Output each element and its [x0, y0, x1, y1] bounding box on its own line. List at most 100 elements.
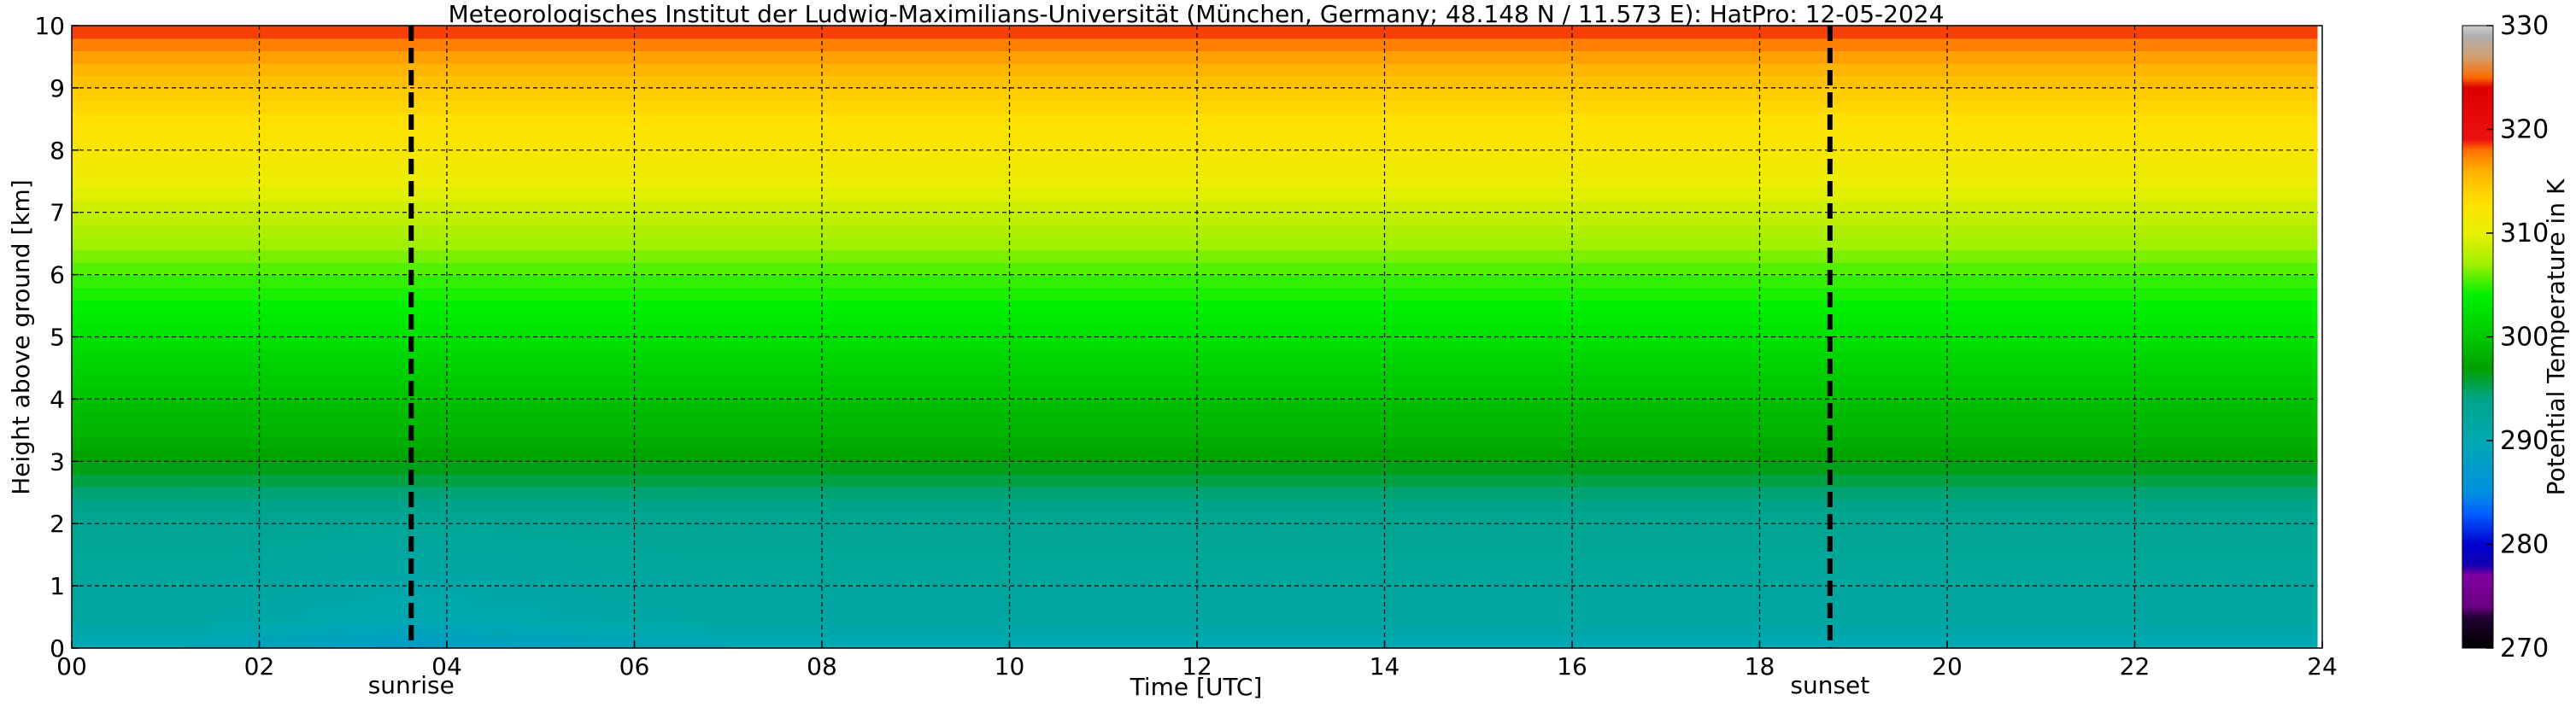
heatmap-cell — [1592, 113, 1617, 126]
heatmap-cell — [1756, 175, 1781, 189]
heatmap-cell — [1311, 212, 1336, 226]
heatmap-cell — [1405, 448, 1429, 463]
heatmap-cell — [2083, 137, 2108, 151]
heatmap-cell — [726, 361, 751, 376]
heatmap-cell — [633, 175, 658, 189]
heatmap-cell — [2060, 486, 2085, 500]
heatmap-cell — [118, 473, 143, 488]
heatmap-cell — [1546, 312, 1570, 325]
heatmap-cell — [1920, 399, 1945, 412]
heatmap-cell — [2130, 635, 2155, 648]
heatmap-cell — [165, 287, 190, 301]
heatmap-cell — [820, 412, 845, 425]
heatmap-cell — [282, 461, 307, 475]
heatmap-cell — [212, 149, 237, 164]
heatmap-cell — [516, 361, 541, 376]
heatmap-cell — [890, 75, 915, 89]
heatmap-cell — [1756, 548, 1781, 562]
heatmap-cell — [352, 473, 377, 488]
heatmap-cell — [1030, 125, 1055, 138]
heatmap-cell — [983, 361, 1008, 376]
heatmap-cell — [1662, 349, 1687, 363]
heatmap-cell — [539, 125, 564, 138]
heatmap-cell — [1546, 461, 1570, 475]
heatmap-cell — [2224, 511, 2249, 524]
heatmap-cell — [259, 399, 284, 412]
heatmap-cell — [1007, 535, 1032, 550]
heatmap-cell — [1990, 511, 2015, 524]
heatmap-cell — [2083, 225, 2108, 238]
heatmap-cell — [866, 336, 892, 350]
heatmap-cell — [913, 448, 938, 463]
heatmap-cell — [446, 461, 471, 475]
heatmap-cell — [1592, 622, 1617, 637]
heatmap-cell — [352, 611, 377, 624]
heatmap-cell — [1429, 262, 1453, 276]
heatmap-cell — [679, 324, 705, 338]
heatmap-cell — [95, 399, 120, 412]
heatmap-cell — [2270, 560, 2295, 575]
heatmap-cell — [539, 511, 564, 524]
heatmap-cell — [118, 62, 143, 77]
heatmap-cell — [1616, 125, 1640, 138]
heatmap-cell — [212, 75, 237, 89]
heatmap-cell — [2200, 448, 2225, 463]
heatmap-cell — [305, 523, 330, 537]
heatmap-cell — [1335, 448, 1359, 463]
heatmap-cell — [446, 511, 471, 524]
heatmap-cell — [2224, 611, 2249, 624]
heatmap-cell — [1662, 287, 1687, 301]
heatmap-cell — [960, 175, 985, 189]
heatmap-cell — [1265, 87, 1289, 102]
heatmap-cell — [1966, 274, 1991, 288]
heatmap-cell — [1054, 87, 1079, 102]
heatmap-cell — [1709, 26, 1734, 39]
heatmap-cell — [1639, 299, 1664, 313]
heatmap-cell — [259, 635, 284, 648]
heatmap-cell — [2036, 237, 2062, 251]
heatmap-cell — [446, 548, 471, 562]
heatmap-cell — [1382, 349, 1406, 363]
heatmap-cell — [1054, 274, 1079, 288]
heatmap-cell — [1452, 200, 1476, 213]
heatmap-cell — [796, 374, 821, 388]
heatmap-cell — [1241, 461, 1266, 475]
heatmap-cell — [118, 287, 143, 301]
heatmap-cell — [2270, 622, 2295, 637]
heatmap-cell — [890, 100, 915, 114]
heatmap-cell — [1429, 361, 1453, 376]
heatmap-cell — [516, 461, 541, 475]
heatmap-cell — [375, 137, 401, 151]
heatmap-cell — [1405, 523, 1429, 537]
heatmap-cell — [1382, 262, 1406, 276]
heatmap-cell — [1990, 349, 2015, 363]
heatmap-cell — [983, 212, 1008, 226]
heatmap-cell — [1382, 361, 1406, 376]
heatmap-cell — [1920, 461, 1945, 475]
heatmap-cell — [1218, 312, 1242, 325]
heatmap-cell — [1241, 237, 1266, 251]
heatmap-cell — [118, 187, 143, 201]
heatmap-cell — [1124, 113, 1149, 126]
heatmap-cell — [469, 324, 494, 338]
heatmap-cell — [1100, 448, 1125, 463]
heatmap-cell — [586, 622, 611, 637]
heatmap-cell — [2224, 412, 2249, 425]
heatmap-cell — [773, 137, 798, 151]
heatmap-cell — [1709, 162, 1734, 176]
y-tick-label: 7 — [50, 199, 65, 227]
heatmap-cell — [1007, 511, 1032, 524]
heatmap-cell — [259, 137, 284, 151]
heatmap-cell — [2013, 598, 2038, 612]
heatmap-cell — [1265, 635, 1289, 648]
heatmap-cell — [2294, 87, 2319, 102]
heatmap-cell — [656, 87, 681, 102]
heatmap-cell — [1077, 461, 1102, 475]
heatmap-cell — [2060, 560, 2085, 575]
heatmap-cell — [282, 149, 307, 164]
heatmap-cell — [282, 212, 307, 226]
heatmap-cell — [1616, 548, 1640, 562]
heatmap-cell — [656, 100, 681, 114]
heatmap-cell — [1054, 175, 1079, 189]
heatmap-cell — [1546, 287, 1570, 301]
